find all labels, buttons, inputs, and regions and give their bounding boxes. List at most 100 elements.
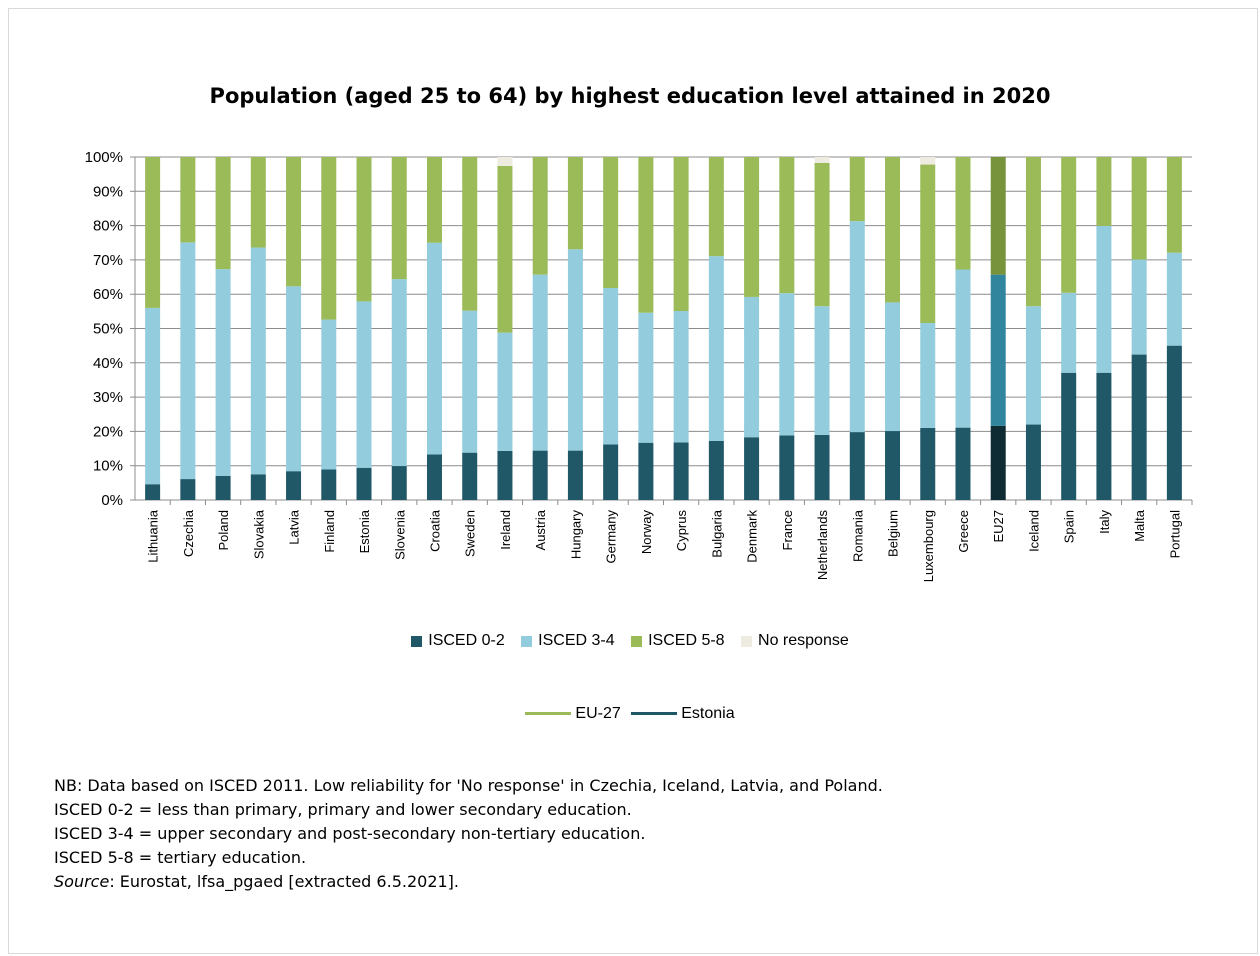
bar-segment-austria-0 (532, 450, 548, 500)
bar-segment-france-0 (779, 435, 795, 500)
y-tick-label: 40% (93, 355, 123, 372)
bar-segment-lithuania-1 (145, 307, 161, 485)
bar-segment-eu27-0 (990, 425, 1006, 500)
y-tick-label: 60% (93, 286, 123, 303)
bar-segment-germany-1 (603, 288, 619, 445)
bar-segment-greece-1 (955, 269, 971, 428)
bar-segment-estonia-0 (356, 467, 372, 500)
bar-segment-belgium-2 (885, 157, 901, 303)
x-tick-label: Lithuania (146, 509, 161, 563)
bar-segment-estonia-1 (356, 301, 372, 468)
legend-item-isced-5-8: ISCED 5-8 (631, 632, 725, 650)
bar-segment-croatia-2 (426, 157, 442, 243)
bar-segment-lithuania-0 (145, 484, 161, 500)
bar-segment-france-2 (779, 157, 795, 294)
x-tick-label: Iceland (1026, 510, 1041, 552)
bar-segment-latvia-2 (286, 157, 302, 287)
source-line: Source: Eurostat, lfsa_pgaed [extracted … (54, 870, 883, 894)
y-tick-label: 50% (93, 321, 123, 338)
bar-segment-belgium-0 (885, 431, 901, 500)
bar-segment-ireland-1 (497, 332, 513, 451)
note-line-4: ISCED 5-8 = tertiary education. (54, 848, 307, 867)
y-tick-label: 90% (93, 183, 123, 200)
bar-segment-denmark-2 (744, 157, 760, 297)
bar-segment-slovakia-0 (250, 474, 266, 500)
legend-item-isced-3-4: ISCED 3-4 (521, 632, 615, 650)
bar-segment-slovenia-1 (391, 279, 407, 467)
legend-label-isced-5-8: ISCED 5-8 (648, 632, 725, 649)
x-tick-label: Austria (533, 509, 548, 550)
bar-segment-cyprus-2 (673, 157, 689, 312)
legend-swatch-no-response (741, 635, 753, 647)
bar-segment-sweden-2 (462, 157, 478, 311)
source-text: : Eurostat, lfsa_pgaed [extracted 6.5.20… (109, 872, 459, 891)
x-tick-label: Italy (1097, 510, 1112, 534)
x-tick-label: Belgium (886, 510, 901, 557)
bar-segment-belgium-1 (885, 302, 901, 432)
bar-segment-slovakia-1 (250, 247, 266, 475)
bar-segment-malta-0 (1131, 354, 1147, 500)
bar-segment-netherlands-2 (814, 162, 830, 307)
bar-segment-iceland-2 (1025, 157, 1041, 307)
x-tick-label: Latvia (287, 509, 302, 544)
legend-line-estonia (631, 712, 678, 715)
chart-notes: NB: Data based on ISCED 2011. Low reliab… (54, 774, 883, 894)
x-tick-label: Luxembourg (921, 510, 936, 582)
x-tick-label: Greece (956, 510, 971, 553)
bar-segment-bulgaria-1 (708, 256, 724, 442)
y-tick-label: 20% (93, 423, 123, 440)
bar-segment-sweden-0 (462, 452, 478, 500)
y-tick-label: 0% (101, 492, 123, 509)
bar-segment-eu27-2 (990, 157, 1006, 275)
bar-segment-czechia-2 (180, 157, 196, 243)
y-tick-label: 80% (93, 218, 123, 235)
bar-segment-romania-0 (849, 432, 865, 500)
bar-segment-slovenia-0 (391, 466, 407, 500)
x-tick-label: Romania (850, 509, 865, 562)
x-tick-label: Netherlands (815, 510, 830, 581)
bar-segment-italy-1 (1096, 225, 1112, 373)
x-tick-label: Slovakia (251, 509, 266, 559)
bar-segment-ireland-0 (497, 450, 513, 500)
legend-item-eu27: EU-27 (525, 704, 621, 723)
bar-segment-bulgaria-2 (708, 157, 724, 257)
x-tick-label: Germany (604, 510, 619, 564)
x-tick-label: Portugal (1167, 510, 1182, 559)
bar-segment-france-1 (779, 293, 795, 436)
x-tick-label: Croatia (427, 509, 442, 552)
stacked-bar-chart: 0% 10% 20% 30% 40% 50% 60% 70% 80% 90% 100% Lithuan… (85, 149, 1193, 582)
bar-segment-poland-1 (215, 269, 231, 476)
bar-segment-sweden-1 (462, 310, 478, 453)
bar-segment-luxembourg-1 (920, 323, 936, 428)
y-tick-label: 70% (93, 252, 123, 269)
legend-label-eu27: EU-27 (575, 704, 621, 722)
legend-label-estonia: Estonia (681, 704, 735, 722)
legend-label-isced-0-2: ISCED 0-2 (428, 632, 505, 649)
bar-segment-romania-1 (849, 221, 865, 433)
bar-segment-portugal-0 (1166, 345, 1182, 500)
legend-label-no-response: No response (758, 632, 849, 649)
x-tick-label: Poland (216, 510, 231, 550)
bar-segment-luxembourg-3 (920, 157, 936, 165)
x-tick-label: Bulgaria (709, 509, 724, 557)
x-tick-label: Sweden (463, 510, 478, 557)
x-tick-label: EU27 (991, 510, 1006, 543)
note-line-2: ISCED 0-2 = less than primary, primary a… (54, 800, 632, 819)
bar-segment-ireland-2 (497, 165, 513, 333)
x-tick-label: Malta (1132, 509, 1147, 542)
y-tick-label: 100% (85, 149, 123, 166)
bar-segment-bulgaria-0 (708, 441, 724, 500)
bar-segment-poland-0 (215, 475, 231, 500)
legend-item-isced-0-2: ISCED 0-2 (411, 632, 505, 650)
bar-segment-finland-2 (321, 157, 337, 320)
bar-segment-iceland-0 (1025, 424, 1041, 500)
bar-segment-norway-1 (638, 312, 654, 443)
bar-segment-luxembourg-0 (920, 427, 936, 500)
x-tick-label: Estonia (357, 509, 372, 553)
x-tick-label: Slovenia (392, 509, 407, 560)
bar-segment-latvia-0 (286, 471, 302, 500)
bar-segment-czechia-0 (180, 479, 196, 500)
bar-segment-portugal-2 (1166, 157, 1182, 253)
bar-segment-eu27-1 (990, 274, 1006, 426)
bar-segment-greece-2 (955, 157, 971, 270)
